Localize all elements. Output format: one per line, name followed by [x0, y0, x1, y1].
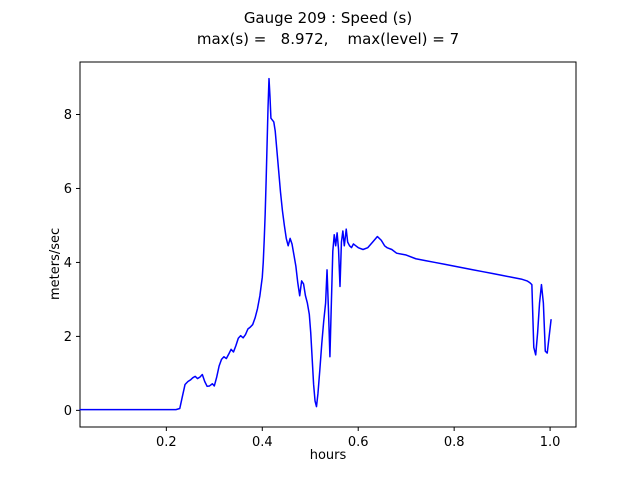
- x-tick-label: 0.6: [348, 435, 369, 450]
- axes-frame: [79, 61, 577, 428]
- chart-title: Gauge 209 : Speed (s): [243, 9, 413, 27]
- x-axis-label: hours: [309, 448, 347, 463]
- chart-subtitle: max(s) = 8.972, max(level) = 7: [196, 30, 460, 48]
- x-tick-label: 0.8: [444, 435, 465, 450]
- x-tick-label: 0.4: [252, 435, 273, 450]
- y-tick-label: 8: [64, 108, 72, 123]
- y-tick-label: 6: [64, 182, 72, 197]
- x-tick-label: 1.0: [540, 435, 561, 450]
- y-tick-label: 2: [64, 330, 72, 345]
- y-tick-label: 0: [64, 404, 72, 419]
- speed-line: [79, 77, 552, 411]
- y-axis-label: meters/sec: [48, 227, 63, 300]
- x-tick-label: 0.2: [156, 435, 177, 450]
- y-tick-label: 4: [64, 256, 72, 271]
